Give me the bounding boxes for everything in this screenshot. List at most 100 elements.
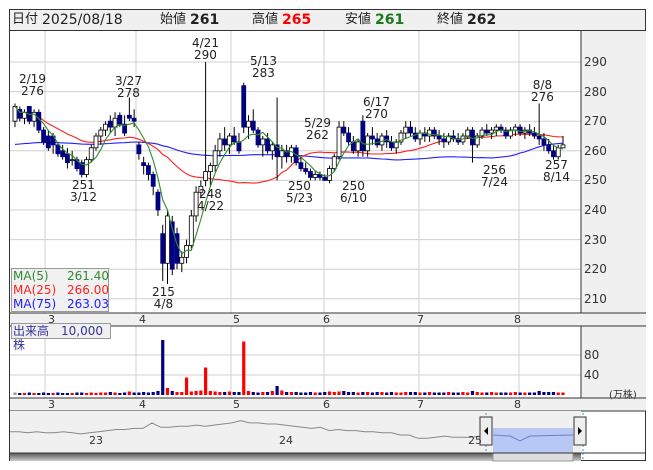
price-tick: 230 (584, 232, 607, 247)
candle-body (322, 177, 328, 181)
volume-bar (323, 392, 327, 395)
month-tick: 5 (233, 313, 240, 326)
candle-body (284, 150, 290, 158)
annotation-price: 278 (117, 86, 140, 100)
volume-bar (475, 392, 479, 395)
month-tick: 4 (139, 398, 146, 411)
volume-bar (199, 390, 203, 395)
annotation-date: 8/14 (543, 170, 570, 184)
volume-bar (27, 392, 31, 395)
candle-body (312, 174, 318, 178)
candle-body (117, 114, 123, 125)
month-tick: 6 (323, 398, 330, 411)
month-tick: 3 (48, 398, 55, 411)
candle-body (541, 138, 547, 146)
candle-body (250, 120, 256, 131)
volume-bar (280, 390, 284, 395)
high-annotation: 3/27 278 (115, 75, 142, 99)
close-value: 262 (467, 12, 497, 28)
volume-bar (470, 391, 475, 395)
scrollbar-thumb[interactable] (492, 452, 574, 462)
candle-body (188, 215, 194, 246)
volume-bar (251, 392, 255, 395)
candle-body (60, 150, 66, 158)
candle-body (279, 150, 285, 158)
volume-bar (213, 391, 217, 395)
date-axis-bar-2 (10, 398, 646, 411)
candle-body (555, 147, 561, 158)
candle-body (532, 132, 537, 137)
date-axis-bar (10, 313, 646, 326)
low-annotation: 248 4/22 (197, 188, 224, 212)
annotation-date: 8/8 (532, 78, 553, 92)
candle-body (408, 126, 413, 134)
candle-body (384, 135, 390, 143)
volume-bar (508, 392, 513, 395)
volume-bar (313, 392, 317, 395)
candle-body (546, 144, 552, 152)
volume-bar (184, 377, 189, 395)
volume-bar (528, 392, 532, 395)
candle-body (165, 215, 170, 264)
volume-bar (327, 391, 332, 395)
volume-bar (375, 392, 379, 395)
candle-body (41, 129, 46, 143)
navigator-year-label: 25 (468, 434, 482, 447)
candle-body (403, 126, 409, 134)
annotation-price: 250 (288, 179, 311, 193)
volume-bar (156, 391, 160, 395)
volume-bar (103, 392, 108, 395)
volume-bar (342, 391, 346, 395)
candle-body (551, 150, 556, 158)
volume-bar (547, 392, 551, 395)
candle-body (69, 159, 75, 162)
candle-body (150, 174, 156, 187)
candle-body (484, 129, 490, 134)
volume-bar (13, 392, 17, 395)
month-tick: 3 (48, 313, 55, 326)
volume-bar (123, 392, 127, 395)
month-tick: 4 (139, 313, 146, 326)
navigator-selection (493, 428, 573, 453)
scrollbar-track[interactable] (10, 453, 581, 461)
high-annotation: 8/8 276 (531, 79, 554, 103)
candle-body (136, 144, 142, 155)
volume-bar (480, 392, 484, 395)
annotation-price: 276 (531, 90, 554, 104)
annotation-price: 270 (365, 107, 388, 121)
volume-bar (485, 392, 489, 395)
ma5-legend: MA(5) 261.40 (13, 269, 109, 283)
annotation-price: 257 (545, 158, 568, 172)
candle-body (236, 141, 242, 152)
candle-body (341, 126, 347, 134)
candle-body (231, 135, 237, 143)
candle-body (365, 135, 371, 152)
price-tick: 240 (584, 203, 607, 217)
volume-bar (70, 393, 74, 395)
chart-canvas[interactable] (10, 10, 647, 462)
annotation-date: 6/10 (340, 191, 367, 205)
open-label: 始値 (160, 12, 187, 27)
volume-bar (494, 392, 498, 395)
ma-legend: MA(5) 261.40 MA(25) 266.00 MA(75) 263.03 (11, 268, 109, 312)
candle-body (436, 135, 442, 140)
volume-bar (332, 392, 336, 395)
volume-bar (489, 392, 494, 395)
ma75-name: MA(75) (13, 297, 57, 311)
volume-bar (170, 391, 174, 395)
high-value: 265 (282, 12, 312, 28)
volume-bar (456, 392, 460, 395)
high-annotation: 4/21 290 (192, 37, 219, 61)
low-label: 安値 (345, 12, 372, 27)
low-annotation: 257 8/14 (543, 159, 570, 183)
volume-bar (423, 392, 427, 395)
month-tick: 7 (417, 398, 424, 411)
volume-bar (346, 392, 351, 395)
volume-bar (308, 392, 313, 395)
volume-bar (285, 392, 289, 395)
volume-axis-panel (581, 326, 646, 398)
annotation-price: 215 (152, 285, 175, 299)
volume-bar (294, 392, 298, 395)
candle-body (389, 141, 394, 149)
volume-bar (175, 392, 179, 395)
